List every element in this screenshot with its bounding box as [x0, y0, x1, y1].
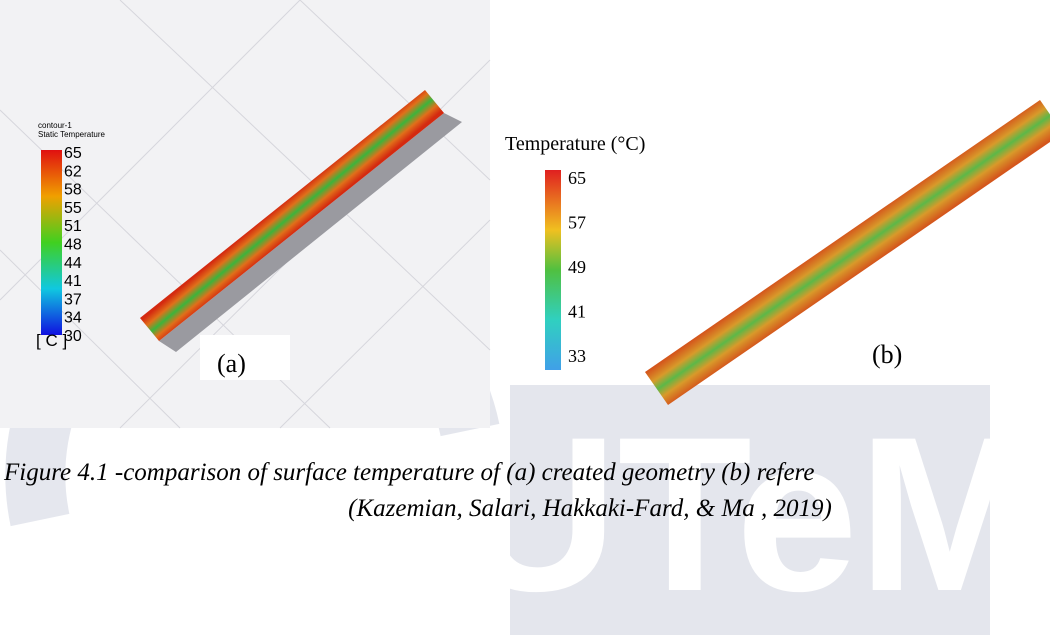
- legend-tick-label: 57: [568, 213, 586, 233]
- legend-tick-label: 37: [64, 291, 82, 308]
- legend-title: Temperature (°C): [505, 133, 645, 155]
- legend-tick-label: 34: [64, 310, 82, 327]
- legend-tick-label: 41: [568, 302, 586, 322]
- legend-tick-label: 33: [568, 346, 586, 366]
- caption-line: (Kazemian, Salari, Hakkaki-Fard, & Ma , …: [348, 495, 832, 522]
- legend-tick-label: 44: [64, 255, 82, 272]
- legend-tick-label: 49: [568, 257, 586, 277]
- color-bar: [545, 170, 561, 370]
- panel-label: (a): [217, 349, 246, 378]
- legend-title: contour-1: [38, 121, 72, 130]
- panel-label: (b): [872, 340, 902, 369]
- unit-label: [ C ]: [36, 331, 67, 350]
- legend-tick-label: 62: [64, 163, 82, 180]
- legend-title: Static Temperature: [38, 130, 106, 139]
- legend-tick-label: 41: [64, 273, 82, 290]
- page: UTeM contour-1 Static Temperature 656258…: [0, 0, 1050, 643]
- legend-tick-label: 55: [64, 200, 82, 217]
- legend-tick-label: 48: [64, 237, 82, 254]
- panel-b: Temperature (°C) 65 57 49 41 33 (b): [505, 100, 1050, 405]
- legend-tick-label: 65: [64, 145, 82, 162]
- legend-tick-label: 65: [568, 168, 586, 188]
- color-bar: [41, 150, 62, 335]
- legend-tick-label: 51: [64, 218, 82, 235]
- caption-line: Figure 4.1 -comparison of surface temper…: [3, 459, 814, 486]
- temperature-strip: [645, 100, 1050, 405]
- legend-tick-label: 58: [64, 182, 82, 199]
